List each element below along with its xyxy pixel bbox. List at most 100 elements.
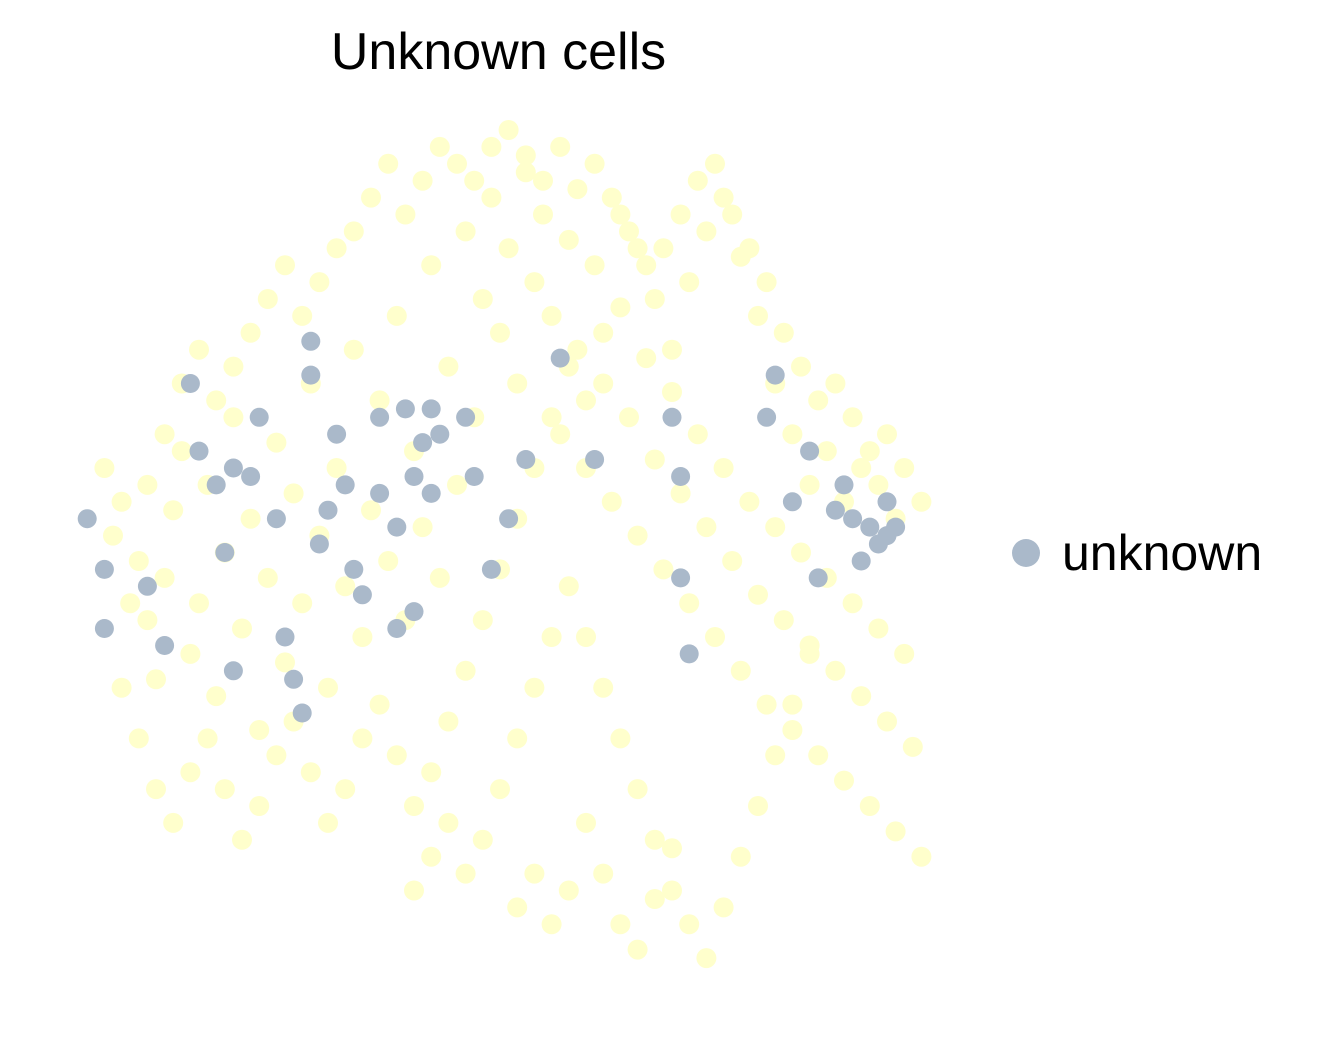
background-cell-point bbox=[825, 660, 846, 681]
background-cell-point bbox=[292, 305, 313, 326]
background-cell-point bbox=[378, 551, 399, 571]
background-cell-point bbox=[610, 204, 631, 225]
unknown-cell-point bbox=[834, 475, 854, 495]
background-cell-point bbox=[120, 593, 141, 614]
unknown-cell-point bbox=[387, 517, 407, 537]
background-cell-point bbox=[696, 948, 717, 969]
background-cell-point bbox=[859, 796, 880, 816]
background-cell-point bbox=[429, 136, 450, 157]
background-cell-point bbox=[885, 821, 906, 842]
unknown-cell-point bbox=[877, 492, 897, 512]
unknown-cell-point bbox=[370, 483, 390, 503]
background-cell-point bbox=[756, 272, 777, 293]
background-cell-point bbox=[576, 627, 596, 647]
background-cell-point bbox=[713, 897, 734, 918]
background-cell-point bbox=[662, 838, 682, 859]
background-cell-point bbox=[773, 610, 794, 631]
background-cell-point bbox=[103, 525, 123, 546]
background-cell-point bbox=[894, 458, 915, 478]
background-cell-point bbox=[257, 289, 278, 309]
background-cell-point bbox=[369, 694, 390, 715]
background-cell-point bbox=[911, 846, 932, 867]
background-cell-point bbox=[584, 153, 605, 174]
unknown-cell-point bbox=[318, 500, 338, 520]
background-cell-point bbox=[644, 889, 665, 909]
unknown-cell-point bbox=[309, 534, 329, 554]
background-cell-point bbox=[498, 120, 519, 140]
background-cell-point bbox=[498, 238, 519, 259]
background-cell-point bbox=[163, 500, 184, 521]
background-cell-point bbox=[662, 339, 682, 360]
background-cell-point bbox=[447, 153, 467, 174]
background-cell-point bbox=[627, 525, 648, 546]
unknown-cell-point bbox=[344, 559, 364, 579]
background-cell-point bbox=[266, 432, 287, 453]
legend-marker bbox=[1012, 539, 1040, 567]
background-cell-point bbox=[137, 610, 158, 631]
background-cell-point bbox=[601, 491, 622, 512]
background-cell-point bbox=[128, 551, 149, 571]
background-cell-point bbox=[576, 390, 596, 411]
unknown-cell-point bbox=[765, 365, 785, 385]
background-cell-point bbox=[894, 643, 915, 664]
unknown-cell-point bbox=[516, 450, 536, 469]
background-cell-point bbox=[636, 348, 657, 369]
unknown-cell-point bbox=[808, 568, 828, 588]
background-cell-point bbox=[111, 677, 132, 698]
unknown-cell-point bbox=[782, 492, 802, 512]
background-cell-point bbox=[128, 728, 149, 749]
background-cell-point bbox=[206, 686, 227, 707]
background-cell-point bbox=[438, 356, 459, 377]
background-cell-point bbox=[232, 829, 252, 850]
background-cell-point bbox=[593, 863, 614, 884]
background-cell-point bbox=[765, 745, 786, 766]
unknown-cell-point bbox=[395, 399, 415, 419]
unknown-cell-point bbox=[301, 365, 321, 385]
background-cell-point bbox=[352, 728, 373, 749]
background-cell-point bbox=[679, 593, 700, 614]
unknown-cell-point bbox=[284, 669, 304, 689]
background-cell-point bbox=[653, 238, 674, 259]
background-cell-point bbox=[429, 567, 450, 588]
background-cell-point bbox=[412, 170, 433, 191]
unknown-cell-point bbox=[886, 517, 906, 537]
unknown-cell-point bbox=[335, 475, 355, 495]
background-cell-point bbox=[481, 136, 502, 157]
chart-title: Unknown cells bbox=[330, 23, 667, 81]
background-cell-point bbox=[550, 136, 571, 157]
background-cell-point bbox=[206, 390, 227, 411]
background-cell-point bbox=[739, 491, 760, 512]
background-cell-point bbox=[791, 542, 811, 563]
background-cell-point bbox=[455, 221, 476, 242]
background-cell-point bbox=[610, 297, 631, 318]
unknown-cell-point bbox=[404, 467, 424, 486]
background-cell-point bbox=[748, 584, 768, 605]
background-cell-point bbox=[507, 728, 528, 749]
background-cell-point bbox=[369, 390, 390, 411]
unknown-cell-point bbox=[327, 424, 347, 444]
background-cell-point bbox=[318, 812, 338, 833]
background-cell-point bbox=[335, 779, 356, 800]
unknown-cell-point bbox=[464, 467, 484, 486]
background-cell-point bbox=[395, 204, 416, 225]
background-cell-point bbox=[146, 779, 166, 800]
unknown-cell-point bbox=[585, 450, 605, 469]
unknown-cell-point bbox=[77, 509, 97, 529]
background-cell-point bbox=[576, 812, 596, 833]
background-cell-point bbox=[627, 939, 648, 960]
background-cell-point bbox=[541, 305, 562, 326]
background-cell-point bbox=[189, 593, 209, 614]
background-cell-point bbox=[593, 677, 614, 698]
background-cell-point bbox=[653, 559, 674, 580]
background-cell-point bbox=[610, 914, 631, 935]
background-cell-point bbox=[472, 289, 493, 309]
background-cell-point bbox=[257, 567, 278, 588]
background-cell-point bbox=[730, 660, 751, 681]
background-cell-point bbox=[851, 686, 872, 707]
background-cell-point bbox=[455, 863, 476, 884]
unknown-cell-point bbox=[215, 543, 235, 562]
background-cell-point bbox=[472, 829, 493, 850]
background-cell-point bbox=[558, 229, 579, 250]
background-points-layer bbox=[94, 120, 932, 969]
background-cell-point bbox=[352, 627, 373, 647]
